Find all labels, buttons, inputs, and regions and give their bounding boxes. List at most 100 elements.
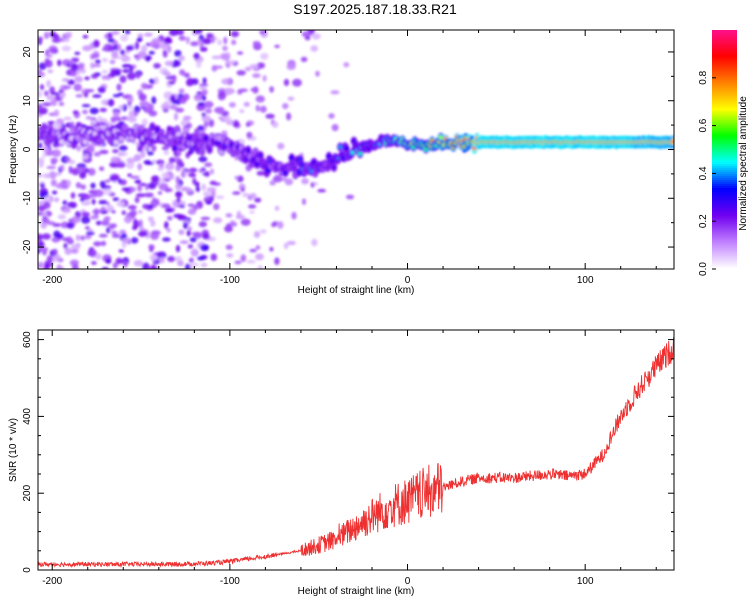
noise-cell — [291, 211, 297, 220]
noise-cell — [253, 231, 261, 238]
noise-cell — [204, 162, 213, 167]
noise-cell — [237, 51, 244, 55]
colorbar-step — [712, 47, 737, 51]
noise-cell — [61, 237, 70, 242]
noise-cell — [147, 216, 154, 222]
noise-cell — [179, 69, 186, 76]
ridge-core — [95, 126, 100, 131]
noise-cell — [128, 116, 137, 123]
noise-cell — [292, 78, 302, 87]
colorbar-step — [712, 195, 737, 198]
colorbar-step — [712, 251, 737, 254]
noise-cell — [101, 47, 108, 52]
noise-cell — [86, 145, 95, 154]
noise-cell — [193, 232, 203, 239]
y-axis-label: SNR (10 * v/v) — [8, 418, 19, 482]
noise-cell — [151, 175, 160, 183]
noise-cell — [62, 78, 69, 82]
noise-cell — [101, 57, 108, 63]
chart-title: S197.2025.187.18.33.R21 — [293, 1, 457, 17]
noise-cell — [137, 183, 143, 192]
colorbar-step — [712, 153, 737, 157]
noise-cell — [42, 212, 48, 217]
colorbar-step — [712, 61, 737, 65]
noise-cell — [259, 30, 266, 35]
noise-cell — [203, 191, 211, 197]
x-tick-label: 100 — [577, 275, 594, 286]
noise-cell — [111, 50, 119, 58]
noise-cell — [182, 115, 192, 121]
noise-cell — [115, 257, 123, 265]
colorbar-step — [712, 247, 737, 250]
noise-cell — [106, 205, 114, 213]
colorbar-step — [712, 221, 737, 224]
noise-cell — [252, 73, 261, 78]
noise-cell — [204, 171, 210, 177]
noise-cell — [63, 243, 68, 249]
noise-cell — [93, 208, 100, 217]
colorbar-step — [712, 197, 737, 200]
colorbar-step — [712, 119, 737, 123]
noise-cell — [301, 198, 307, 205]
noise-cell — [46, 80, 52, 88]
colorbar-step — [712, 51, 737, 55]
noise-cell — [38, 103, 43, 111]
colorbar-step — [712, 187, 737, 190]
colorbar-step — [712, 175, 737, 178]
noise-cell — [107, 98, 115, 107]
noise-cell — [187, 187, 193, 194]
colorbar-step — [712, 173, 737, 176]
noise-cell — [145, 55, 150, 62]
noise-cell — [249, 192, 257, 200]
noise-cell — [189, 262, 200, 267]
colorbar-step — [712, 77, 737, 81]
x-tick-label: -100 — [220, 576, 240, 587]
noise-cell — [178, 35, 186, 41]
noise-cell — [133, 218, 138, 226]
noise-cell — [140, 45, 148, 52]
ridge-core — [92, 120, 96, 124]
noise-cell — [98, 200, 108, 205]
noise-cell — [244, 66, 252, 72]
noise-cell — [255, 245, 261, 250]
colorbar-step — [712, 111, 737, 115]
noise-cell — [240, 187, 245, 193]
noise-cell — [63, 116, 72, 121]
noise-cell — [129, 209, 137, 217]
noise-cell — [140, 150, 146, 159]
noise-cell — [177, 260, 184, 267]
noise-cell — [149, 254, 158, 261]
colorbar-step — [712, 237, 737, 240]
noise-cell — [185, 152, 190, 159]
noise-cell — [224, 87, 233, 96]
colorbar-step — [712, 229, 737, 232]
colorbar-step — [712, 167, 737, 171]
noise-cell — [193, 30, 201, 35]
noise-cell — [41, 217, 50, 224]
noise-cell — [74, 51, 81, 56]
noise-cell — [175, 183, 181, 191]
noise-cell — [256, 170, 266, 176]
noise-cell — [245, 123, 251, 127]
noise-cell — [315, 70, 320, 77]
colorbar-step — [712, 215, 737, 218]
colorbar-step — [712, 261, 737, 264]
noise-cell — [225, 60, 236, 65]
noise-cell — [186, 229, 192, 237]
noise-cell — [178, 55, 185, 62]
noise-cell — [53, 249, 58, 256]
noise-cell — [159, 256, 165, 264]
noise-cell — [46, 255, 54, 262]
noise-cell — [56, 233, 64, 240]
noise-cell — [99, 107, 108, 113]
noise-cell — [284, 178, 294, 186]
noise-cell — [118, 105, 124, 110]
noise-cell — [79, 171, 87, 179]
noise-cell — [38, 62, 47, 70]
noise-cell — [249, 210, 255, 214]
colorbar-step — [712, 87, 737, 91]
ridge-core — [258, 153, 263, 158]
noise-cell — [260, 52, 269, 60]
ridge-core — [176, 132, 181, 136]
noise-cell — [234, 260, 242, 265]
